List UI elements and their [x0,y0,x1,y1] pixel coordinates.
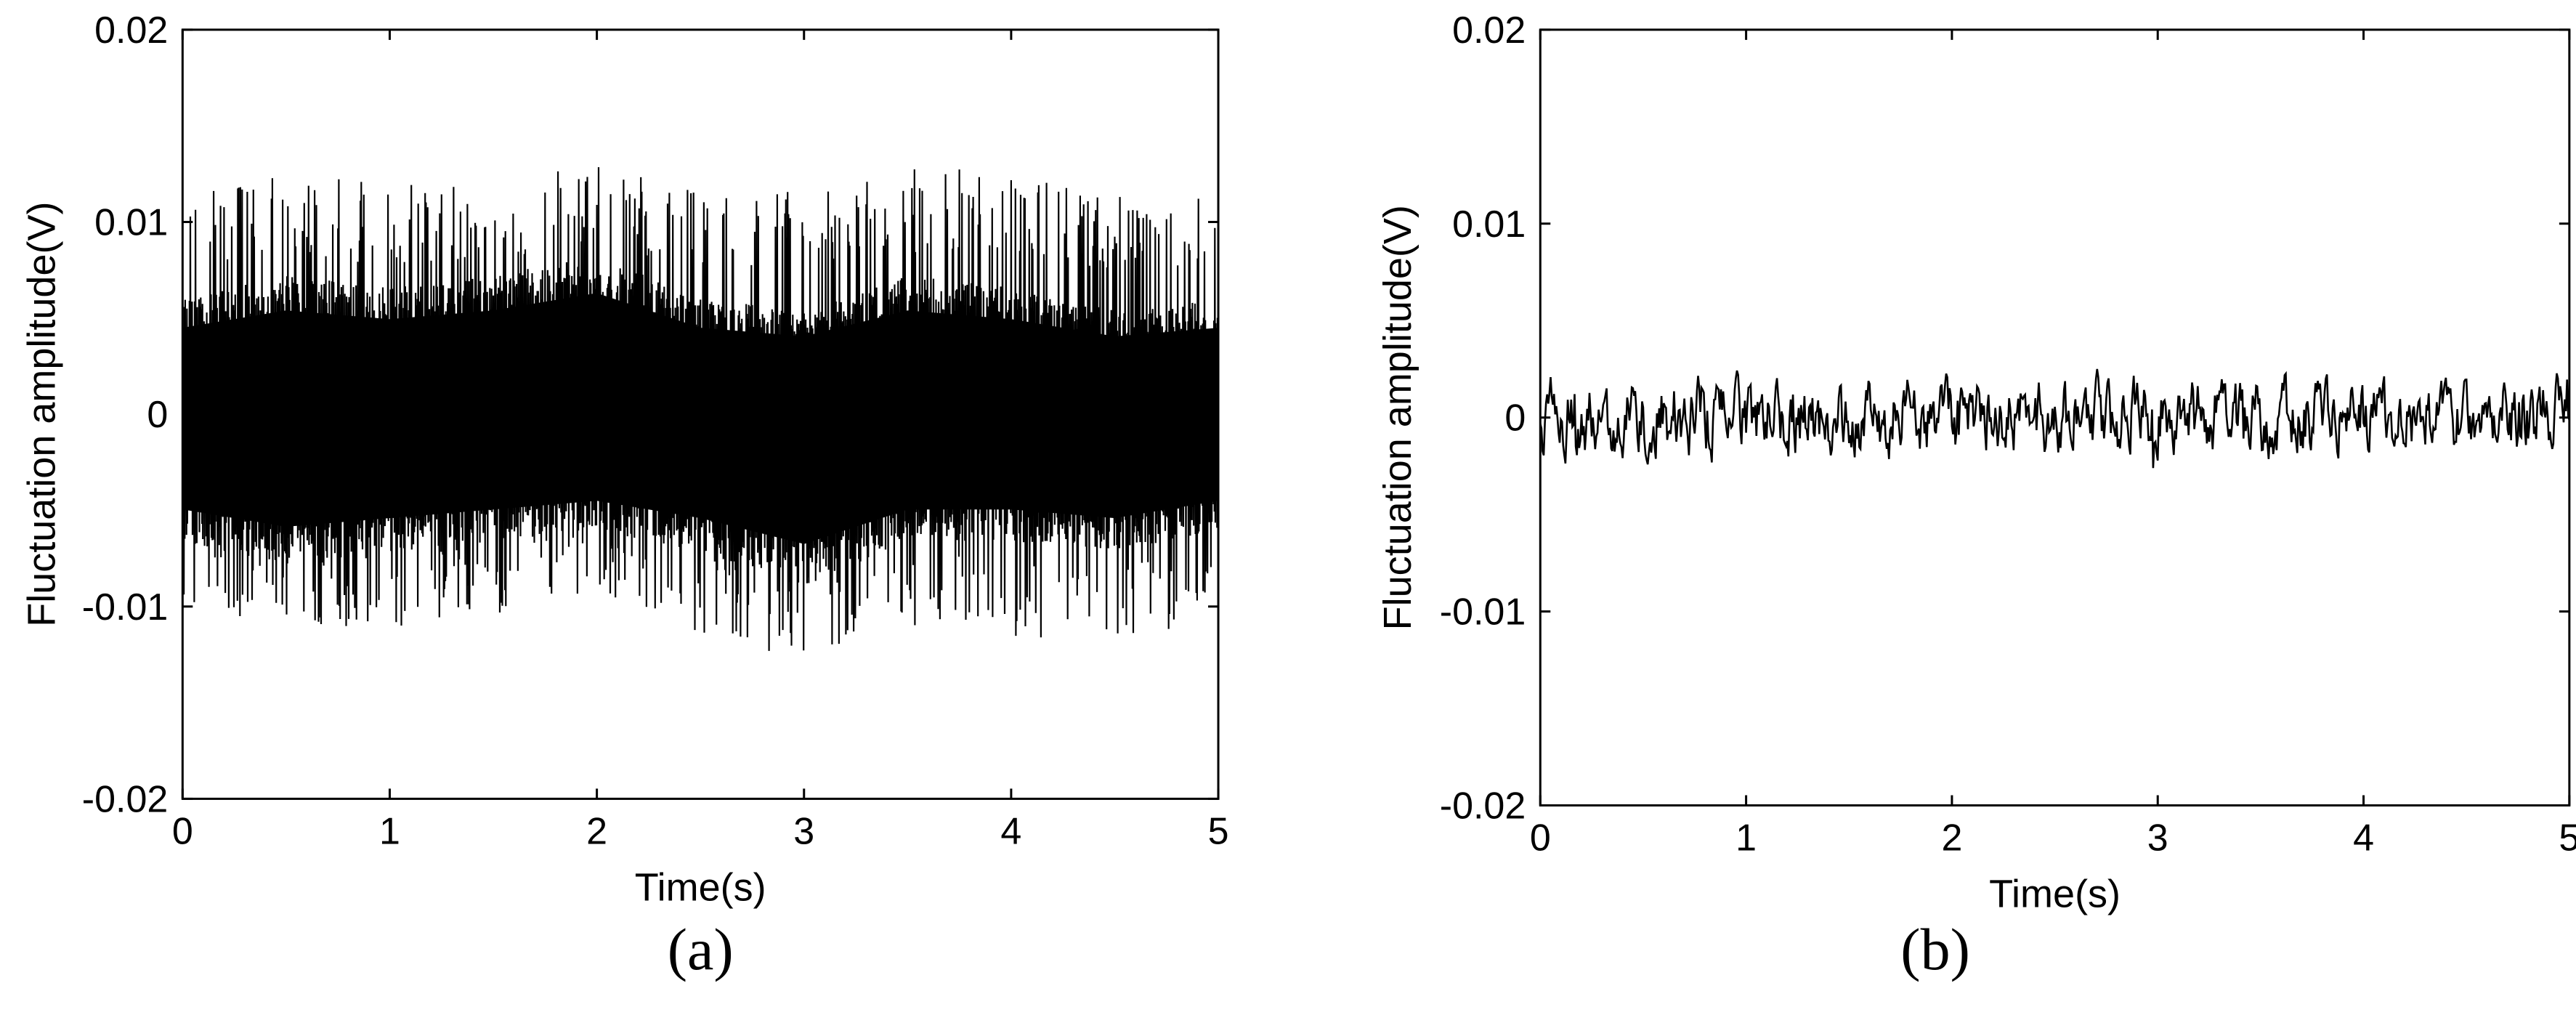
x-tick-label: 2 [586,810,607,852]
chart-panel-a: 0 1 2 3 4 5 -0.02 -0.01 0 0.01 0.02 Time(s) Fluctuat… [20,9,1228,982]
signal-trace [1539,368,2571,469]
x-tick-label: 1 [1735,817,1757,860]
panel-label: (a) [668,916,734,982]
y-tick-label: -0.01 [82,586,169,628]
x-tick-label: 4 [1000,810,1021,852]
x-tick-label: 5 [1208,810,1229,852]
panel-label: (b) [1900,916,1970,982]
x-tick-label: 2 [1941,817,1962,860]
y-tick-label: 0.01 [94,202,168,244]
y-tick-label: 0 [1504,397,1526,440]
x-tick-label: 3 [793,810,814,852]
y-axis-label: Fluctuation amplitude(V) [1376,205,1419,630]
y-tick-label: 0.02 [1452,9,1526,52]
x-axis-label: Time(s) [1989,873,2121,916]
signal-trace [182,167,1220,651]
y-tick-label: 0.01 [1452,203,1526,246]
y-axis-label: Fluctuation amplitude(V) [20,202,63,627]
x-tick-label: 0 [172,810,193,852]
x-tick-label: 4 [2353,817,2374,860]
y-tick-label: -0.02 [1440,785,1526,828]
y-tick-label: -0.02 [82,778,169,820]
x-tick-label: 0 [1530,817,1551,860]
x-tick-label: 3 [2147,817,2168,860]
x-tick-label: 1 [379,810,400,852]
x-tick-label: 5 [2559,817,2576,860]
x-axis-label: Time(s) [635,865,766,909]
y-tick-label: -0.01 [1440,591,1526,634]
y-tick-label: 0 [147,394,168,436]
y-tick-label: 0.02 [94,9,168,52]
chart-panel-b: 0 1 2 3 4 5 -0.02 -0.01 0 0.01 0.02 Time(s) Fluctuat… [1376,9,2576,982]
